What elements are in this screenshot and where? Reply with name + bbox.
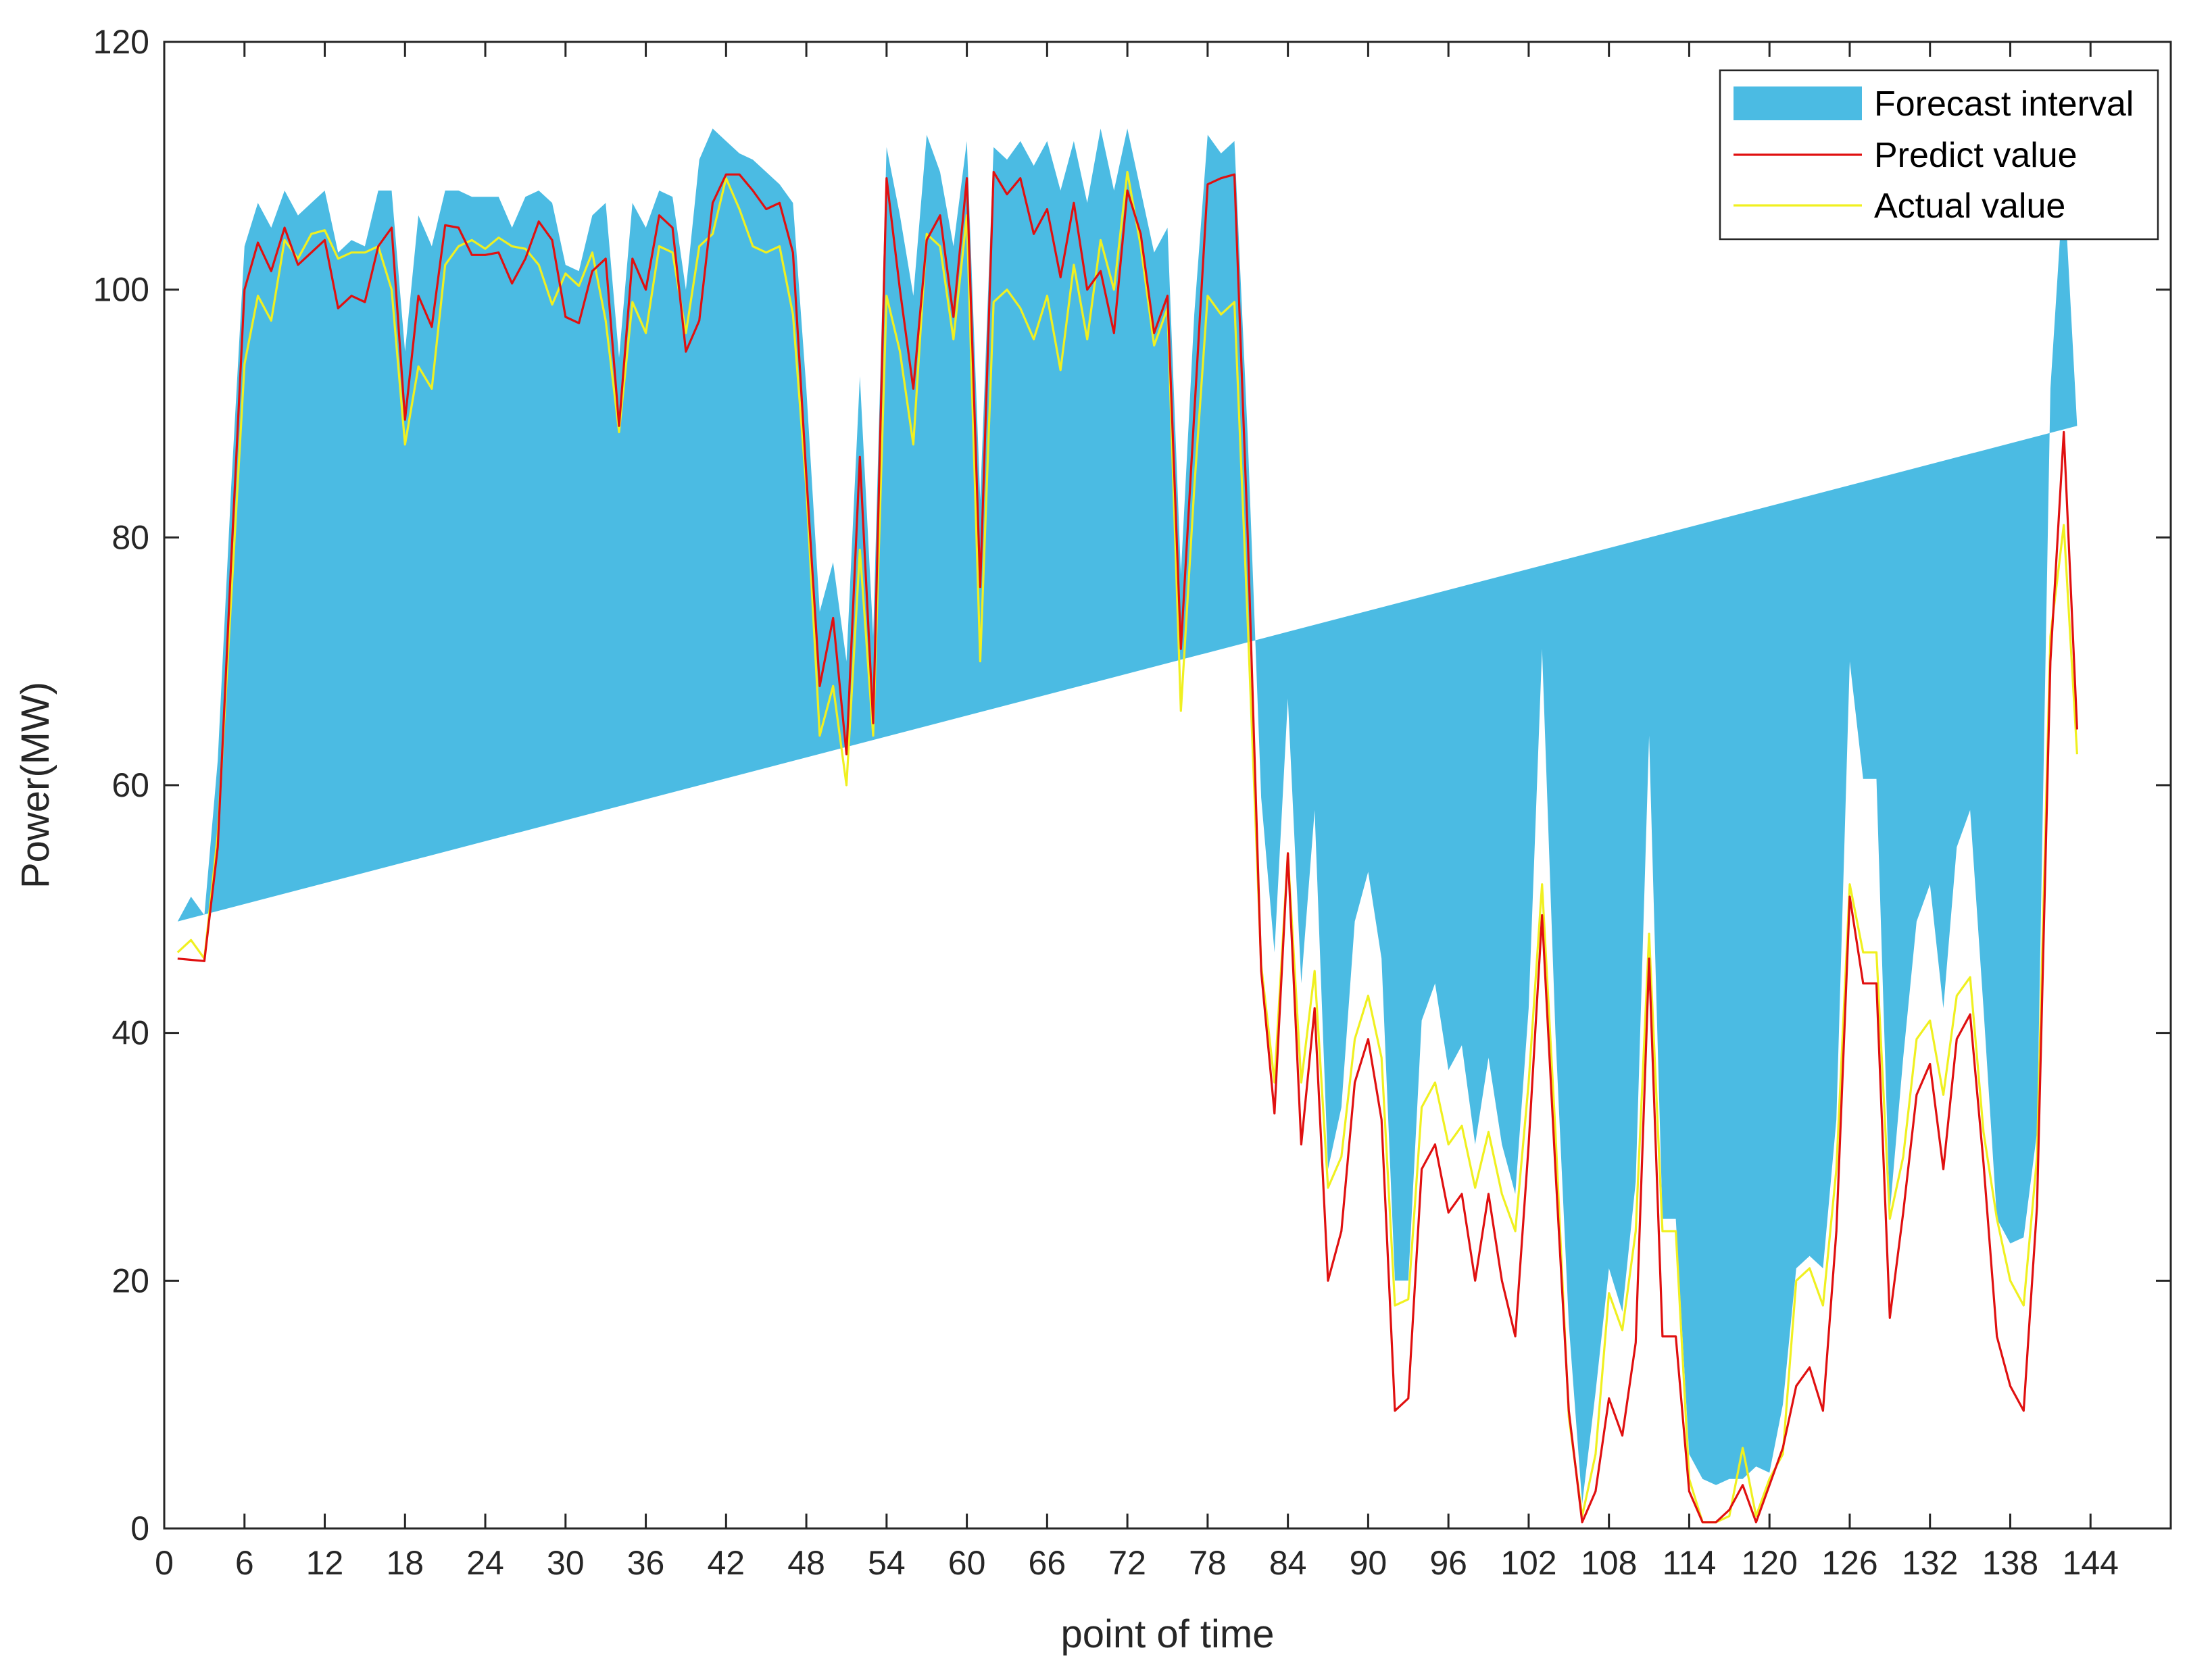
forecast-interval-band [177,128,2078,1504]
y-tick-label: 20 [112,1262,149,1299]
x-tick-label: 132 [1902,1544,1958,1582]
x-tick-label: 96 [1429,1544,1467,1582]
x-tick-label: 144 [2063,1544,2119,1582]
x-tick-label: 78 [1189,1544,1227,1582]
x-tick-label: 114 [1663,1544,1717,1582]
x-tick-label: 6 [235,1544,254,1582]
predict-value-line [177,170,2078,1524]
y-axis-ticks: 0 20 40 60 80 100 120 [93,23,2171,1547]
x-tick-label: 138 [1982,1544,2038,1582]
legend-label-forecast-interval: Forecast interval [1874,84,2134,124]
x-tick-label: 66 [1029,1544,1066,1582]
x-tick-label: 12 [306,1544,344,1582]
actual-value-line [176,170,2078,1524]
y-tick-label: 0 [130,1510,149,1547]
legend: Forecast interval Predict value Actual v… [1719,69,2159,241]
legend-swatch-forecast-interval [1734,86,1862,120]
x-axis-ticks: 0 6 12 18 24 30 36 42 48 54 60 66 72 78 84 90 96 102 108 11… [155,42,2119,1582]
series-layer [176,170,2078,1524]
x-tick-label: 18 [386,1544,424,1582]
legend-label-actual-value: Actual value [1874,186,2065,226]
legend-label-predict-value: Predict value [1874,136,2078,175]
x-tick-label: 72 [1108,1544,1146,1582]
x-tick-label: 48 [787,1544,825,1582]
x-tick-label: 84 [1269,1544,1307,1582]
x-tick-label: 60 [948,1544,986,1582]
x-tick-label: 90 [1350,1544,1387,1582]
y-tick-label: 80 [112,518,149,556]
x-tick-label: 36 [627,1544,665,1582]
y-tick-label: 40 [112,1014,149,1052]
x-axis-title: point of time [1061,1612,1275,1656]
x-tick-label: 0 [155,1544,174,1582]
forecast-interval-layer [177,128,2078,1504]
x-tick-label: 126 [1821,1544,1877,1582]
y-axis-title: Power(MW) [14,682,57,889]
x-tick-label: 102 [1500,1544,1556,1582]
x-tick-label: 30 [547,1544,585,1582]
y-tick-label: 100 [93,271,149,309]
x-tick-label: 120 [1741,1544,1797,1582]
x-tick-label: 108 [1581,1544,1637,1582]
y-tick-label: 120 [93,23,149,61]
x-tick-label: 42 [708,1544,745,1582]
x-tick-label: 54 [868,1544,906,1582]
x-tick-label: 24 [466,1544,504,1582]
y-tick-label: 60 [112,766,149,804]
